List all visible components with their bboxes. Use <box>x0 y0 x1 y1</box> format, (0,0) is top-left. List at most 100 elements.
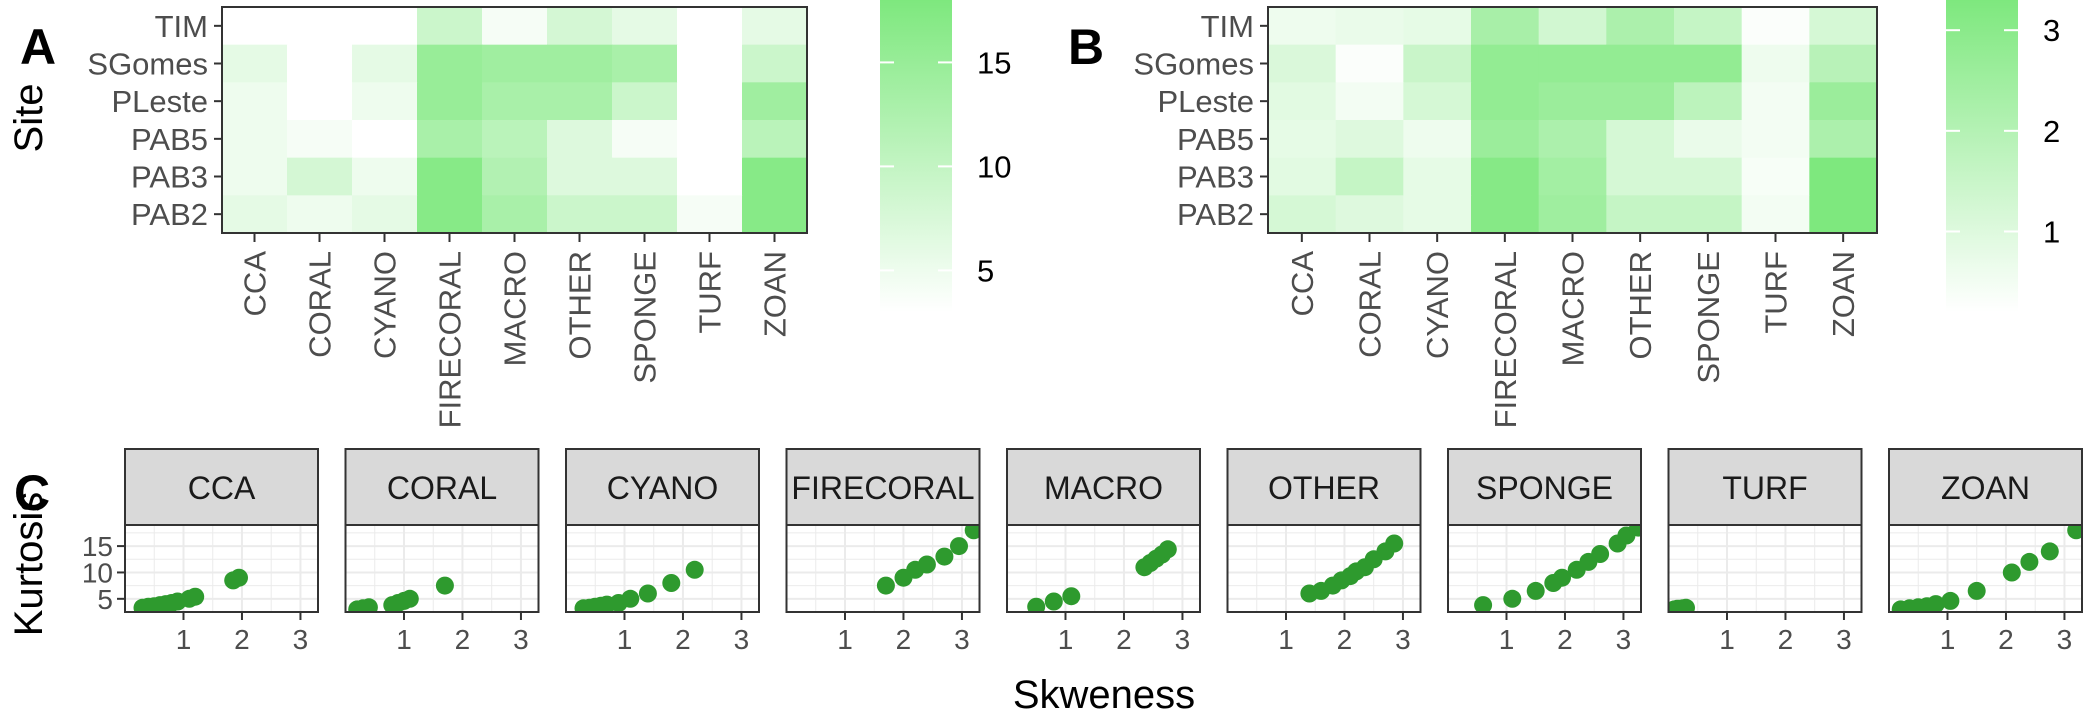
facet-zoan: ZOAN 1 2 3 <box>1888 448 2083 655</box>
heatmap-cells <box>222 7 808 234</box>
facet-points <box>876 525 980 595</box>
heatmap-cell <box>1268 120 1337 159</box>
scatter-point <box>1591 545 1610 563</box>
heatmap-cell <box>612 157 678 196</box>
scatter-point <box>1677 598 1695 612</box>
scatter-point <box>1926 595 1945 612</box>
column-label: CORAL <box>1353 251 1388 358</box>
x-tick-label: 2 <box>1116 624 1132 655</box>
heatmap-cell <box>612 7 678 46</box>
x-tick-label: 2 <box>896 624 912 655</box>
x-tick-label: 2 <box>455 624 471 655</box>
column-label: CYANO <box>1420 251 1455 359</box>
facet-strip <box>124 448 319 526</box>
heatmap-cell <box>1335 44 1404 83</box>
x-tick-label: 1 <box>396 624 412 655</box>
scatter-point <box>186 587 205 606</box>
heatmap-cell <box>742 195 808 234</box>
heatmap-cell <box>1471 120 1540 159</box>
heatmap-cell <box>677 82 743 121</box>
facet-strip-label: CORAL <box>387 470 497 506</box>
heatmap-cell <box>482 157 548 196</box>
heatmap-cell <box>1606 44 1675 83</box>
heatmap-cell <box>1809 7 1878 46</box>
column-label: OTHER <box>1623 251 1658 360</box>
facet-strip-label: ZOAN <box>1941 470 2030 506</box>
column-label: TURF <box>1759 251 1794 334</box>
facet-border <box>1226 524 1422 613</box>
heatmap-cell <box>1674 44 1743 83</box>
facet-firecoral: FIRECORAL 1 2 3 <box>785 448 981 655</box>
facet-strip-label: CYANO <box>607 470 718 506</box>
heatmap-cell <box>742 44 808 83</box>
x-tick-label: 2 <box>1778 624 1794 655</box>
heatmap-cell <box>1403 195 1472 234</box>
facet-strip-label: MACRO <box>1044 470 1163 506</box>
heatmap-cell <box>677 44 743 83</box>
facet-strip-label: SPONGE <box>1476 470 1613 506</box>
x-tick-label: 3 <box>734 624 750 655</box>
x-tick-label: 1 <box>617 624 633 655</box>
heatmap-cell <box>612 44 678 83</box>
facet-points <box>1027 540 1177 612</box>
heatmap-cell <box>677 7 743 46</box>
panel-label-b: B <box>1068 19 1104 75</box>
scatter-point <box>2040 542 2059 561</box>
scatter-point <box>950 537 968 556</box>
facet-strip <box>1226 448 1422 526</box>
column-label: FIRECORAL <box>1488 251 1523 428</box>
heatmap-cell <box>547 82 613 121</box>
scatter-point <box>917 555 936 574</box>
column-labels: CCA CORAL CYANO FIRECORAL MACRO OTHER SPONGE TU… <box>1285 233 1861 428</box>
column-label: FIRECORAL <box>433 251 468 428</box>
heatmap-cell <box>1809 157 1878 196</box>
facet-border <box>344 524 540 613</box>
heatmap-cell <box>287 44 353 83</box>
facet-grid <box>786 525 980 613</box>
heatmap-cell <box>482 120 548 159</box>
heatmap-cell <box>1403 82 1472 121</box>
heatmap-cell <box>482 195 548 234</box>
heatmap-cell <box>287 157 353 196</box>
heatmap-cell <box>1538 120 1607 159</box>
x-tick-label: 2 <box>1557 624 1573 655</box>
heatmap-cell <box>1538 82 1607 121</box>
heatmap-cell <box>222 157 288 196</box>
facet-border <box>1888 524 2083 613</box>
heatmap-cell <box>417 7 483 46</box>
row-label: TIM <box>155 9 208 44</box>
facet-strip-label: TURF <box>1722 470 1807 506</box>
heatmap-cell <box>417 157 483 196</box>
legend-tick-label: 3 <box>2043 13 2060 48</box>
heatmap-cell <box>222 120 288 159</box>
legend-tick-label: 15 <box>977 45 1011 80</box>
column-labels: CCA CORAL CYANO FIRECORAL MACRO OTHER SPONGE TU… <box>238 233 793 428</box>
scatter-point <box>1158 540 1177 559</box>
x-tick-label: 3 <box>513 624 529 655</box>
heatmap-cell <box>1335 7 1404 46</box>
legend-colorbar <box>1946 0 2018 312</box>
panel-label-a: A <box>20 19 56 75</box>
facet-coral: CORAL 1 2 3 <box>344 448 540 655</box>
y-tick-label: 10 <box>82 557 113 588</box>
row-label: TIM <box>1201 9 1254 44</box>
facet-points <box>1474 525 1641 612</box>
row-label: PAB3 <box>131 160 208 195</box>
scatter-point <box>359 598 378 612</box>
row-label: PAB3 <box>1177 160 1254 195</box>
heatmap-cell <box>1809 44 1878 83</box>
legend-tick-label: 10 <box>977 149 1011 184</box>
x-tick-label: 1 <box>1499 624 1515 655</box>
heatmap-cell <box>482 82 548 121</box>
heatmap-cell <box>482 7 548 46</box>
x-tick-label: 2 <box>675 624 691 655</box>
heatmap-cell <box>1538 44 1607 83</box>
facets: CCA 1 2 3 CORAL 1 2 3 CYANO 1 2 3 FIRECORAL 1 2 3 MACRO 1… <box>124 448 2083 655</box>
heatmap-cell <box>547 7 613 46</box>
scatter-point <box>1474 596 1493 612</box>
heatmap-cell <box>287 82 353 121</box>
scatter-point <box>1503 589 1522 608</box>
facet-points <box>1891 525 2082 612</box>
